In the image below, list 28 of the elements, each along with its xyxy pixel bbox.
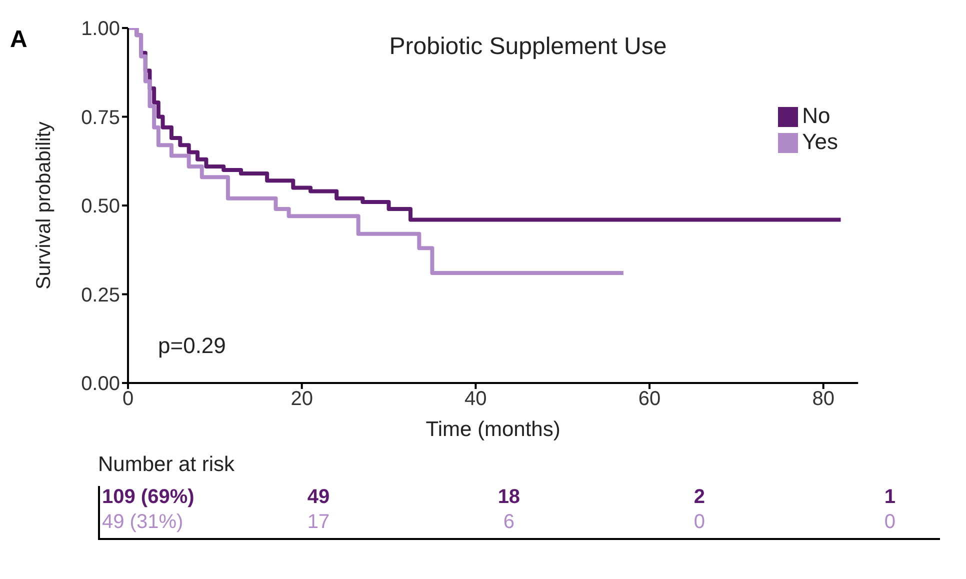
- text: 6: [502, 511, 516, 534]
- text: 49 (31%): [102, 511, 184, 534]
- y-tick-label: 0.50: [81, 196, 120, 218]
- x-tick-label: 80: [812, 388, 834, 410]
- y-axis-title: Survival probability: [33, 122, 56, 290]
- text: 2: [692, 486, 706, 509]
- y-tick-label: 1.00: [81, 18, 120, 40]
- text: 0: [692, 511, 706, 534]
- y-tick-label: 0.00: [81, 373, 120, 396]
- x-axis-title: Time (months): [426, 418, 560, 441]
- text: 0: [883, 511, 896, 534]
- y-tick-label: 0.25: [81, 284, 120, 306]
- legend-label: No: [802, 103, 830, 128]
- x-tick-label: 60: [638, 388, 661, 410]
- text: 49: [306, 486, 331, 509]
- text: 1: [883, 486, 896, 509]
- chart-title: Probiotic Supplement Use: [388, 33, 668, 61]
- text: 17: [306, 511, 331, 534]
- annotation: p=0.29: [158, 333, 226, 359]
- x-tick-label: 0: [122, 388, 134, 410]
- text: Number at risk: [98, 453, 235, 477]
- text: 109 (69%): [102, 486, 196, 509]
- x-tick-label: 20: [290, 388, 313, 410]
- legend-label: Yes: [802, 129, 838, 154]
- x-tick-label: 40: [464, 388, 487, 410]
- y-tick-label: 0.75: [81, 106, 120, 129]
- text: A: [10, 26, 28, 54]
- text: 18: [496, 486, 522, 509]
